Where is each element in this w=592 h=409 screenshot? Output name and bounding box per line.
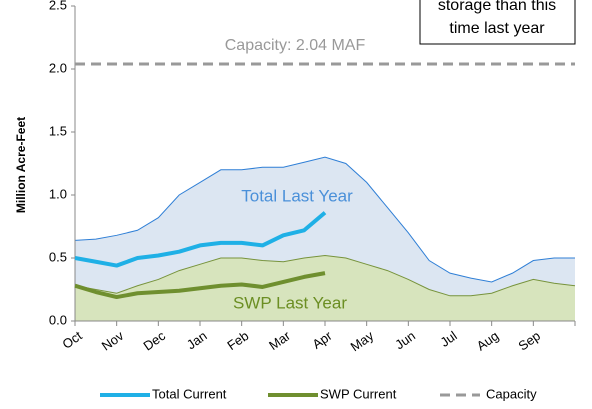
x-tick-label: Aug <box>474 328 502 354</box>
x-tick-label: Apr <box>310 328 336 352</box>
callout-text: time last year <box>449 20 545 37</box>
y-tick-label: 1.5 <box>49 123 67 138</box>
y-tick-label: 2.5 <box>49 0 67 12</box>
x-tick-label: Mar <box>266 328 293 354</box>
y-tick-label: 2.0 <box>49 60 67 75</box>
x-tick-label: Jul <box>437 328 459 350</box>
legend-label: Capacity <box>486 386 537 401</box>
x-tick-label: Feb <box>224 328 251 353</box>
area-line <box>74 254 576 297</box>
x-tick-label: Nov <box>99 328 127 354</box>
y-tick-label: 1.0 <box>49 186 67 201</box>
x-tick-label: Dec <box>140 328 168 354</box>
callout-text: storage than this <box>438 0 556 14</box>
y-tick-label: 0.0 <box>49 312 67 327</box>
x-tick-label: Oct <box>60 328 85 352</box>
area-label: SWP Last Year <box>233 293 347 312</box>
series-line <box>74 271 326 300</box>
x-tick-label: Jan <box>184 328 210 352</box>
area-line <box>74 156 575 283</box>
y-axis-label: Million Acre-Feet <box>14 117 28 213</box>
legend-label: SWP Current <box>320 386 397 401</box>
callout-box <box>419 0 576 45</box>
area-fill <box>75 255 575 321</box>
capacity-label: Capacity: 2.04 MAF <box>225 37 366 54</box>
x-tick-label: Sep <box>515 328 543 354</box>
x-tick-label: Jun <box>392 328 418 352</box>
y-tick-label: 0.5 <box>49 249 67 264</box>
area-label: Total Last Year <box>241 186 353 205</box>
x-tick-label: May <box>348 328 377 355</box>
legend-label: Total Current <box>152 386 227 401</box>
series-line <box>74 211 327 268</box>
